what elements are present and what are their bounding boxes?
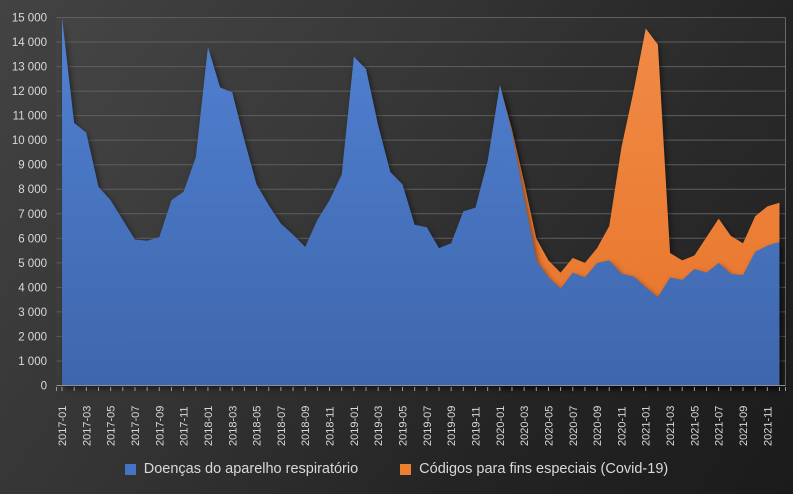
x-axis-label[interactable]: 2021-07 <box>714 406 726 446</box>
x-axis-label[interactable]: 2021-03 <box>665 406 677 446</box>
y-axis-label[interactable]: 15 000 <box>12 13 47 25</box>
legend-swatch-covid-icon <box>400 463 412 475</box>
y-axis-label[interactable]: 8 000 <box>18 184 47 196</box>
y-axis-label[interactable]: 2 000 <box>18 331 47 343</box>
legend-item-covid[interactable]: Códigos para fins especiais (Covid-19) <box>400 461 668 477</box>
x-axis-label[interactable]: 2021-11 <box>762 406 774 446</box>
x-axis-label[interactable]: 2020-03 <box>519 406 531 446</box>
x-axis-label[interactable]: 2017-11 <box>179 406 191 446</box>
x-axis-label[interactable]: 2020-05 <box>543 406 555 446</box>
x-axis-label[interactable]: 2019-11 <box>470 406 482 446</box>
legend-item-respiratory[interactable]: Doenças do aparelho respiratório <box>124 461 359 477</box>
x-axis-label[interactable]: 2019-07 <box>422 406 434 446</box>
x-axis-label[interactable]: 2020-01 <box>495 406 507 446</box>
y-axis-label[interactable]: 14 000 <box>12 37 47 49</box>
x-axis-label[interactable]: 2018-01 <box>203 406 215 446</box>
x-axis-label[interactable]: 2018-05 <box>252 406 264 446</box>
x-axis-label[interactable]: 2020-07 <box>568 406 580 446</box>
x-axis-label[interactable]: 2017-09 <box>154 406 166 446</box>
x-axis-label[interactable]: 2017-03 <box>81 406 93 446</box>
x-axis-label[interactable]: 2019-03 <box>373 406 385 446</box>
y-axis-label[interactable]: 0 <box>41 381 47 393</box>
y-axis-label[interactable]: 7 000 <box>18 209 47 221</box>
x-axis-label[interactable]: 2021-05 <box>689 406 701 446</box>
x-axis-label[interactable]: 2018-03 <box>227 406 239 446</box>
x-axis-label[interactable]: 2021-01 <box>641 406 653 446</box>
x-axis-label[interactable]: 2017-01 <box>57 406 69 446</box>
x-axis-label[interactable]: 2020-09 <box>592 406 604 446</box>
x-axis-label[interactable]: 2017-05 <box>106 406 118 446</box>
y-axis-label[interactable]: 9 000 <box>18 160 47 172</box>
y-axis-label[interactable]: 6 000 <box>18 233 47 245</box>
x-axis-label[interactable]: 2019-09 <box>446 406 458 446</box>
y-axis-label[interactable]: 1 000 <box>18 356 47 368</box>
x-axis-label[interactable]: 2021-09 <box>738 406 750 446</box>
x-axis-label[interactable]: 2019-05 <box>398 406 410 446</box>
x-axis-label[interactable]: 2019-01 <box>349 406 361 446</box>
area-respiratory[interactable] <box>62 17 780 386</box>
x-axis-label[interactable]: 2020-11 <box>616 406 628 446</box>
y-axis-label[interactable]: 10 000 <box>12 135 47 147</box>
legend-swatch-respiratory-icon <box>124 463 136 475</box>
y-axis-label[interactable]: 3 000 <box>18 307 47 319</box>
y-axis-label[interactable]: 13 000 <box>12 62 47 74</box>
x-axis-label[interactable]: 2018-09 <box>300 406 312 446</box>
legend-label-respiratory: Doenças do aparelho respiratório <box>143 461 359 477</box>
y-axis-label[interactable]: 11 000 <box>13 111 47 123</box>
y-axis-label[interactable]: 4 000 <box>18 282 47 294</box>
y-axis-label[interactable]: 12 000 <box>12 86 47 98</box>
x-axis-label[interactable]: 2018-07 <box>276 406 288 446</box>
legend-label-covid: Códigos para fins especiais (Covid-19) <box>419 461 669 477</box>
x-axis-label[interactable]: 2017-07 <box>130 406 142 446</box>
y-axis-label[interactable]: 5 000 <box>18 258 47 270</box>
legend: Doenças do aparelho respiratório Códigos… <box>0 456 793 482</box>
x-axis-label[interactable]: 2018-11 <box>325 406 337 446</box>
